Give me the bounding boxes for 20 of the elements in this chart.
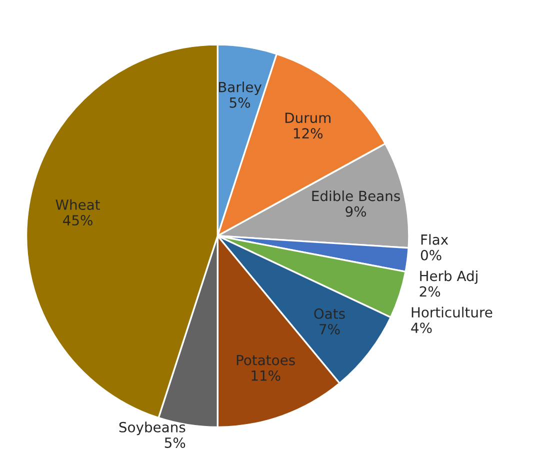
slice-label: Oats <box>314 308 345 319</box>
data-label: 2% <box>420 286 440 297</box>
data-label: 11% <box>252 370 280 381</box>
text: 0% <box>420 250 442 260</box>
slice-label: Herb Adj <box>420 270 478 284</box>
data-label: 5% <box>164 437 186 448</box>
slice-label: Edible Beans <box>312 190 400 202</box>
data-label: 7% <box>320 324 340 334</box>
category-label: Flax <box>421 234 448 245</box>
slice-label: Barley <box>218 82 262 95</box>
slice-label: Durum <box>285 112 330 124</box>
data-label: 5% <box>230 97 250 108</box>
slice-label: Potatoes <box>236 355 295 366</box>
data-label: 9% <box>346 206 366 217</box>
slice-label: Soybeans <box>119 422 186 436</box>
slice-label: Wheat <box>56 199 100 210</box>
data-label: 45% <box>63 215 92 226</box>
slice-label: Horticulture <box>412 306 492 318</box>
data-label: 4% <box>411 322 432 334</box>
data-label: 12% <box>294 128 323 139</box>
